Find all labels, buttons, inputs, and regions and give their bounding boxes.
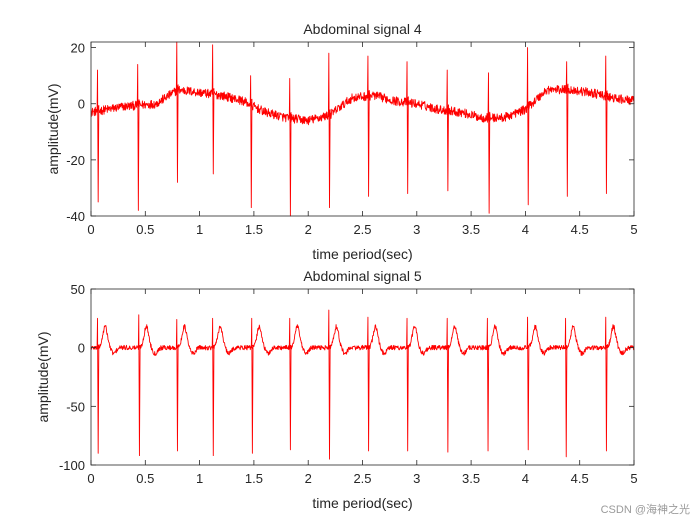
- y-tick-label: 0: [78, 341, 85, 356]
- x-tick-label: 0: [87, 471, 94, 486]
- x-tick-label: 5: [630, 222, 637, 237]
- y-tick-label: -20: [66, 153, 85, 168]
- x-tick-label: 3.5: [462, 222, 480, 237]
- axis-ticks: 0 0.5 1 1.5 2 2.5 3 3.5 4 4.5 5 -100 -50 0 50: [59, 282, 638, 486]
- plot-abdominal-signal-4: 0 0.5 1 1.5 2 2.5 3 3.5 4 4.5 5 -40 -20 0 20 Abdominal…: [45, 21, 638, 262]
- x-tick-label: 4.5: [571, 471, 589, 486]
- x-tick-label: 2: [305, 222, 312, 237]
- y-tick-label: 0: [78, 97, 85, 112]
- x-tick-label: 4.5: [571, 222, 589, 237]
- x-tick-label: 3.5: [462, 471, 480, 486]
- x-tick-label: 0.5: [136, 222, 154, 237]
- signal-trace: [90, 309, 635, 460]
- x-tick-label: 2: [305, 471, 312, 486]
- y-tick-label: -50: [66, 399, 85, 414]
- x-tick-label: 5: [630, 471, 637, 486]
- x-tick-label: 3: [413, 222, 420, 237]
- axes-background: [91, 42, 634, 216]
- signal-trace: [90, 41, 635, 217]
- axes-background: [91, 289, 634, 465]
- plot-title: Abdominal signal 4: [303, 21, 422, 37]
- x-tick-label: 4: [522, 471, 529, 486]
- x-tick-label: 1: [196, 471, 203, 486]
- x-tick-label: 0.5: [136, 471, 154, 486]
- watermark: CSDN @海神之光: [600, 504, 690, 516]
- x-tick-label: 1.5: [245, 222, 263, 237]
- y-tick-label: -100: [59, 458, 85, 473]
- plot-title: Abdominal signal 5: [303, 268, 422, 284]
- x-tick-label: 1.5: [245, 471, 263, 486]
- x-axis-label: time period(sec): [312, 246, 412, 262]
- y-axis-label: amplitude(mV): [45, 83, 61, 174]
- plot-abdominal-signal-5: 0 0.5 1 1.5 2 2.5 3 3.5 4 4.5 5 -100 -50 0 50 Abdomina…: [35, 268, 638, 511]
- x-tick-label: 2.5: [353, 222, 371, 237]
- x-axis-label: time period(sec): [312, 495, 412, 511]
- x-tick-label: 1: [196, 222, 203, 237]
- x-tick-label: 2.5: [353, 471, 371, 486]
- y-tick-label: -40: [66, 209, 85, 224]
- x-tick-label: 3: [413, 471, 420, 486]
- x-tick-label: 4: [522, 222, 529, 237]
- x-tick-label: 0: [87, 222, 94, 237]
- y-tick-label: 20: [71, 41, 85, 56]
- y-axis-label: amplitude(mV): [35, 331, 51, 422]
- y-tick-label: 50: [71, 282, 85, 297]
- axis-ticks: 0 0.5 1 1.5 2 2.5 3 3.5 4 4.5 5 -40 -20 0 20: [66, 41, 637, 237]
